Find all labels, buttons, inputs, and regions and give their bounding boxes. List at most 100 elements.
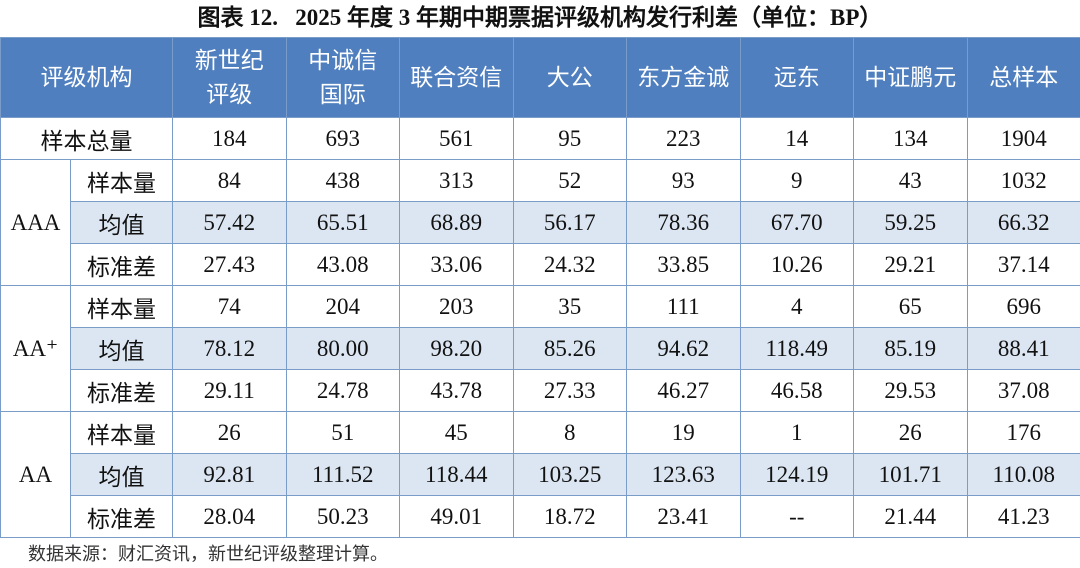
cell: -- <box>739 495 854 538</box>
cell: 24.78 <box>285 369 400 412</box>
row-label: 标准差 <box>70 495 173 538</box>
cell: 29.11 <box>172 369 287 412</box>
cell: 1032 <box>966 159 1080 202</box>
cell: 85.19 <box>853 327 968 370</box>
cell: 84 <box>172 159 287 202</box>
header-line: 远东 <box>773 64 820 90</box>
row-label: 样本量 <box>70 411 173 454</box>
column-header: 新世纪 评级 <box>172 37 287 118</box>
header-line: 中证鹏元 <box>864 64 957 90</box>
header-line: 中诚信 <box>308 47 378 73</box>
header-line: 大公 <box>546 64 593 90</box>
cell: 95 <box>512 117 627 160</box>
cell: 41.23 <box>966 495 1080 538</box>
cell: 19 <box>626 411 741 454</box>
cell: 696 <box>966 285 1080 328</box>
cell: 46.58 <box>739 369 854 412</box>
cell: 37.14 <box>966 243 1080 286</box>
data-row: 标准差 27.43 43.08 33.06 24.32 33.85 10.26 29.21 37… <box>1 243 1080 286</box>
cell: 27.33 <box>512 369 627 412</box>
cell: 26 <box>172 411 287 454</box>
cell: 65 <box>853 285 968 328</box>
cell: 10.26 <box>739 243 854 286</box>
cell: 43 <box>853 159 968 202</box>
table: 评级机构 新世纪 评级 中诚信 国际 联合资信 大公 东方金诚 远东 中证鹏元 总样本 样本总量 18… <box>0 37 1080 538</box>
header-row: 评级机构 新世纪 评级 中诚信 国际 联合资信 大公 东方金诚 远东 中证鹏元 总样本 <box>0 37 1080 118</box>
group-label: AA <box>0 411 71 538</box>
cell: 184 <box>172 117 287 160</box>
cell: 65.51 <box>285 201 400 244</box>
row-label: 均值 <box>70 327 173 370</box>
data-row: AAA 样本量 84 438 313 52 93 9 43 1032 <box>0 159 1080 286</box>
title: 图表 12. 2025 年度 3 年期中期票据评级机构发行利差（单位：BP） <box>197 5 883 30</box>
column-header: 中证鹏元 <box>853 37 968 118</box>
column-header: 总样本 <box>966 37 1080 118</box>
data-row: 均值 92.81 111.52 118.44 103.25 123.63 124.19 101… <box>1 453 1080 496</box>
cell: 21.44 <box>853 495 968 538</box>
header-line: 评级 <box>206 81 253 107</box>
cell: 92.81 <box>172 453 287 496</box>
cell: 9 <box>739 159 854 202</box>
cell: 49.01 <box>399 495 514 538</box>
column-header: 评级机构 <box>0 37 173 118</box>
cell: 29.53 <box>853 369 968 412</box>
cell: 118.44 <box>399 453 514 496</box>
cell: 26 <box>853 411 968 454</box>
cell: 8 <box>512 411 627 454</box>
header-line: 国际 <box>319 81 366 107</box>
cell: 74 <box>172 285 287 328</box>
cell: 24.32 <box>512 243 627 286</box>
cell: 66.32 <box>966 201 1080 244</box>
row-label: 样本量 <box>70 159 173 202</box>
cell: 52 <box>512 159 627 202</box>
cell: 23.41 <box>626 495 741 538</box>
cell: 18.72 <box>512 495 627 538</box>
cell: 29.21 <box>853 243 968 286</box>
cell: 693 <box>285 117 400 160</box>
cell: 94.62 <box>626 327 741 370</box>
data-row: 均值 57.42 65.51 68.89 56.17 78.36 67.70 59.25 66.… <box>1 201 1080 244</box>
header-line: 评级机构 <box>40 64 133 90</box>
cell: 204 <box>285 285 400 328</box>
cell: 59.25 <box>853 201 968 244</box>
row-label: 均值 <box>70 201 173 244</box>
cell: 103.25 <box>512 453 627 496</box>
cell: 176 <box>966 411 1080 454</box>
row-label: 标准差 <box>70 369 173 412</box>
column-header: 远东 <box>739 37 854 118</box>
cell: 43.08 <box>285 243 400 286</box>
cell: 78.12 <box>172 327 287 370</box>
cell: 45 <box>399 411 514 454</box>
group-label: AA⁺ <box>0 285 71 412</box>
row-label: 样本量 <box>70 285 173 328</box>
cell: 223 <box>626 117 741 160</box>
header-line: 总样本 <box>989 64 1059 90</box>
data-row: AA 样本量 26 51 45 8 19 1 26 176 <box>0 411 1080 538</box>
row-label: 标准差 <box>70 243 173 286</box>
cell: 28.04 <box>172 495 287 538</box>
total-row: 样本总量 184 693 561 95 223 14 134 1904 <box>0 117 1080 160</box>
cell: 35 <box>512 285 627 328</box>
header-line: 东方金诚 <box>637 64 730 90</box>
cell: 80.00 <box>285 327 400 370</box>
column-header: 大公 <box>512 37 627 118</box>
column-header: 联合资信 <box>399 37 514 118</box>
header-line: 联合资信 <box>410 64 503 90</box>
cell: 57.42 <box>172 201 287 244</box>
cell: 51 <box>285 411 400 454</box>
cell: 1904 <box>966 117 1080 160</box>
cell: 50.23 <box>285 495 400 538</box>
cell: 124.19 <box>739 453 854 496</box>
cell: 134 <box>853 117 968 160</box>
cell: 118.49 <box>739 327 854 370</box>
header-line: 新世纪 <box>194 47 264 73</box>
cell: 85.26 <box>512 327 627 370</box>
cell: 68.89 <box>399 201 514 244</box>
cell: 4 <box>739 285 854 328</box>
cell: 33.85 <box>626 243 741 286</box>
cell: 438 <box>285 159 400 202</box>
cell: 561 <box>399 117 514 160</box>
row-label: 样本总量 <box>0 117 173 160</box>
data-row: 标准差 29.11 24.78 43.78 27.33 46.27 46.58 29.53 37… <box>1 369 1080 412</box>
